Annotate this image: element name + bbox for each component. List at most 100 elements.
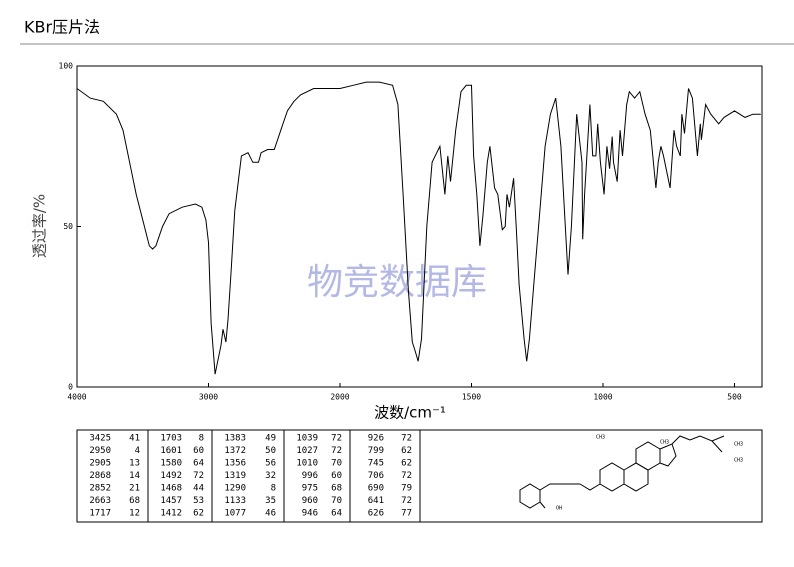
peak-wavenumber: 2852 — [89, 484, 111, 494]
peak-wavenumber: 1457 — [160, 496, 182, 506]
ring — [519, 483, 541, 509]
peak-wavenumber: 1580 — [160, 459, 182, 469]
peak-transmittance: 72 — [401, 496, 412, 506]
peak-transmittance: 72 — [331, 446, 342, 456]
peak-wavenumber: 706 — [368, 471, 384, 481]
peak-wavenumber: 975 — [302, 484, 318, 494]
plot-frame — [76, 65, 763, 388]
peak-transmittance: 53 — [193, 496, 204, 506]
peak-wavenumber: 2950 — [89, 446, 111, 456]
peak-wavenumber: 745 — [368, 459, 384, 469]
peak-wavenumber: 1077 — [224, 509, 246, 519]
peak-wavenumber: 960 — [302, 496, 318, 506]
peak-wavenumber: 1372 — [224, 446, 246, 456]
peak-transmittance: 49 — [265, 434, 276, 444]
peak-transmittance: 56 — [265, 459, 276, 469]
peak-wavenumber: 2868 — [89, 471, 111, 481]
structure — [519, 435, 725, 509]
peak-transmittance: 64 — [193, 459, 204, 469]
peak-wavenumber: 1027 — [296, 446, 318, 456]
peak-wavenumber: 1010 — [296, 459, 318, 469]
peak-transmittance: 60 — [193, 446, 204, 456]
peak-wavenumber: 1717 — [89, 509, 111, 519]
peak-transmittance: 72 — [331, 434, 342, 444]
watermark: 物竞数据库 — [307, 262, 487, 303]
y-tick-label: 0 — [68, 383, 73, 392]
header-title: KBr压片法 — [24, 18, 100, 37]
peak-wavenumber: 1319 — [224, 471, 246, 481]
peak-transmittance: 41 — [129, 434, 140, 444]
ring — [635, 441, 661, 471]
peak-transmittance: 79 — [401, 484, 412, 494]
ring — [659, 443, 677, 467]
peak-transmittance: 68 — [331, 484, 342, 494]
x-axis-label: 波数/cm⁻¹ — [374, 404, 446, 422]
y-tick-label: 50 — [63, 222, 73, 231]
peak-wavenumber: 1601 — [160, 446, 182, 456]
peak-wavenumber: 1412 — [160, 509, 182, 519]
peak-wavenumber: 1492 — [160, 471, 182, 481]
peak-wavenumber: 1468 — [160, 484, 182, 494]
structure-label: CH3 — [660, 440, 669, 446]
peak-transmittance: 64 — [331, 509, 342, 519]
peak-wavenumber: 641 — [368, 496, 384, 506]
link — [539, 483, 580, 491]
peak-wavenumber: 996 — [302, 471, 318, 481]
peak-wavenumber: 1039 — [296, 434, 318, 444]
x-tick-label: 4000 — [67, 393, 86, 402]
link — [579, 483, 601, 491]
peak-wavenumber: 2905 — [89, 459, 111, 469]
peak-wavenumber: 799 — [368, 446, 384, 456]
structure-label: OH — [556, 506, 562, 512]
peak-transmittance: 70 — [331, 496, 342, 506]
chain — [711, 440, 723, 453]
peak-transmittance: 35 — [265, 496, 276, 506]
x-tick-label: 1000 — [593, 393, 612, 402]
spectrum — [76, 81, 761, 375]
peak-transmittance: 72 — [193, 471, 204, 481]
peak-wavenumber: 626 — [368, 509, 384, 519]
peak-transmittance: 62 — [401, 459, 412, 469]
peak-transmittance: 44 — [193, 484, 204, 494]
peak-transmittance: 50 — [265, 446, 276, 456]
peak-transmittance: 32 — [265, 471, 276, 481]
peak-transmittance: 8 — [199, 434, 204, 444]
peak-wavenumber: 1133 — [224, 496, 246, 506]
chain — [671, 435, 725, 445]
peak-transmittance: 68 — [129, 496, 140, 506]
peak-transmittance: 21 — [129, 484, 140, 494]
structure-label: CH3 — [596, 435, 605, 441]
peak-transmittance: 62 — [193, 509, 204, 519]
peak-transmittance: 46 — [265, 509, 276, 519]
peak-transmittance: 8 — [271, 484, 276, 494]
peak-wavenumber: 1703 — [160, 434, 182, 444]
y-axis-label: 透过率/% — [31, 194, 49, 258]
peak-transmittance: 62 — [401, 446, 412, 456]
ring — [599, 462, 625, 492]
peak-transmittance: 4 — [135, 446, 140, 456]
peak-wavenumber: 926 — [368, 434, 384, 444]
x-tick-label: 2000 — [330, 393, 349, 402]
structure-label: CH3 — [734, 442, 743, 448]
peak-transmittance: 12 — [129, 509, 140, 519]
x-tick-label: 1500 — [462, 393, 481, 402]
peak-transmittance: 70 — [331, 459, 342, 469]
y-tick-label: 100 — [59, 62, 74, 71]
link — [539, 501, 546, 509]
peak-wavenumber: 3425 — [89, 434, 111, 444]
peak-transmittance: 77 — [401, 509, 412, 519]
peak-wavenumber: 1356 — [224, 459, 246, 469]
peak-wavenumber: 946 — [302, 509, 318, 519]
x-tick-label: 500 — [727, 393, 742, 402]
peak-wavenumber: 690 — [368, 484, 384, 494]
peak-transmittance: 60 — [331, 471, 342, 481]
x-tick-label: 3000 — [199, 393, 218, 402]
peak-transmittance: 72 — [401, 471, 412, 481]
peak-transmittance: 72 — [401, 434, 412, 444]
peak-transmittance: 14 — [129, 471, 140, 481]
peak-wavenumber: 2663 — [89, 496, 111, 506]
peak-wavenumber: 1383 — [224, 434, 246, 444]
peak-transmittance: 13 — [129, 459, 140, 469]
